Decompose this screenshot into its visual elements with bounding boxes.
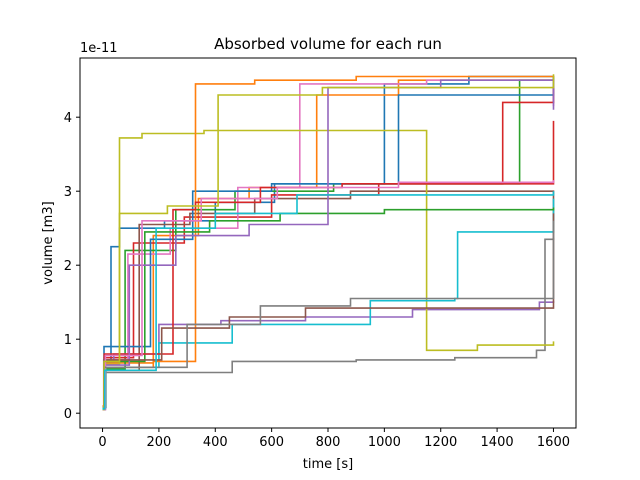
y-tick-label: 0 xyxy=(64,407,72,422)
series-line-11 xyxy=(102,76,555,410)
y-axis: 0 1 2 3 4 xyxy=(64,111,80,422)
series-line-17 xyxy=(102,180,555,411)
x-tick-label: 600 xyxy=(259,435,284,450)
chart-title: Absorbed volume for each run xyxy=(214,35,442,53)
y-offset-text: 1e-11 xyxy=(80,41,118,56)
series-line-8 xyxy=(102,237,555,411)
x-tick-label: 1200 xyxy=(424,435,457,450)
x-tick-label: 1600 xyxy=(537,435,570,450)
y-tick-label: 4 xyxy=(64,111,72,126)
x-tick-label: 800 xyxy=(316,435,341,450)
series-line-15 xyxy=(102,79,555,411)
y-axis-label: volume [m3] xyxy=(41,201,56,284)
plot-area xyxy=(79,57,577,429)
x-tick-label: 1000 xyxy=(368,435,401,450)
y-tick-label: 3 xyxy=(64,185,72,200)
x-tick-label: 0 xyxy=(98,435,106,450)
y-tick-label: 1 xyxy=(64,333,72,348)
series-layer xyxy=(102,74,555,411)
x-axis-label: time [s] xyxy=(303,457,353,472)
x-tick-label: 1400 xyxy=(481,435,514,450)
y-tick-label: 2 xyxy=(64,259,72,274)
series-line-14 xyxy=(102,87,555,410)
series-line-19 xyxy=(102,74,555,411)
x-tick-label: 400 xyxy=(203,435,228,450)
series-line-20 xyxy=(102,191,555,410)
x-tick-label: 200 xyxy=(146,435,171,450)
series-line-3 xyxy=(102,78,555,409)
x-axis: 0 200 400 600 800 1000 1200 1400 1600 xyxy=(98,428,570,450)
